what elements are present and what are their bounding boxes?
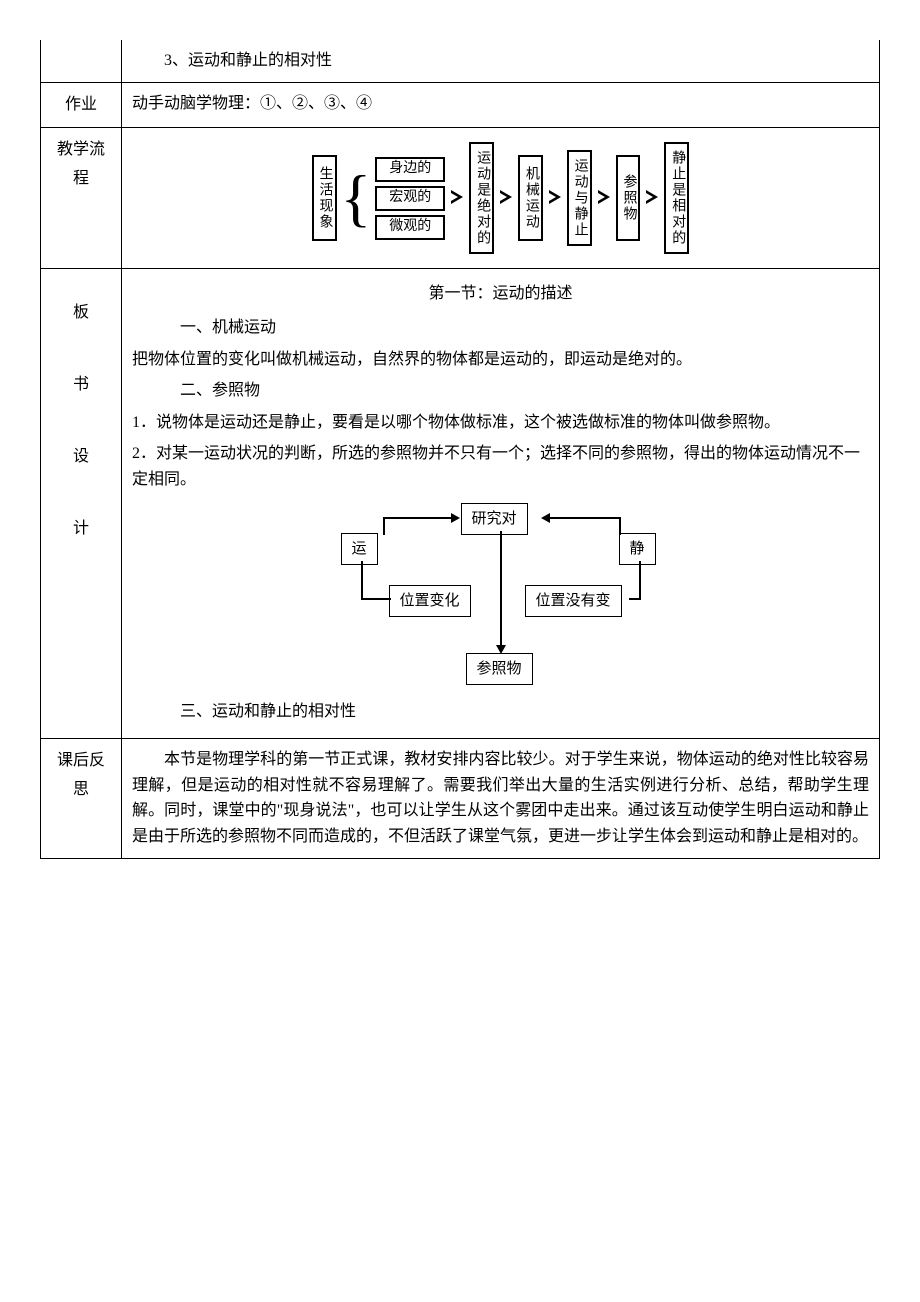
board-cell: 第一节：运动的描述 一、机械运动 把物体位置的变化叫做机械运动，自然界的物体都是… — [122, 269, 880, 739]
flow1-triple: 身边的 宏观的 微观的 — [375, 157, 445, 239]
f2-node-nochange: 位置没有变 — [525, 585, 622, 617]
flow1-node-around: 身边的 — [375, 157, 445, 182]
f2-node-subject: 研究对 — [461, 503, 528, 535]
f2-node-rest: 静 — [619, 533, 656, 565]
board-h3: 三、运动和静止的相对性 — [132, 699, 869, 725]
arrow-right-icon — [547, 184, 563, 213]
flow1-node-mechanical: 机械运动 — [518, 155, 543, 241]
f2-edge — [383, 517, 385, 535]
board-label-cell: 板 书 设 计 — [41, 269, 122, 739]
f2-edge — [361, 561, 363, 599]
board-label-2: 书 — [51, 349, 111, 421]
board-label-3: 设 — [51, 421, 111, 493]
arrow-right-icon — [644, 184, 660, 213]
lesson-plan-table: 3、运动和静止的相对性 作业 动手动脑学物理：①、②、③、④ 教学流程 生活现象… — [40, 40, 880, 859]
reflect-cell: 本节是物理学科的第一节正式课，教材安排内容比较少。对于学生来说，物体运动的绝对性… — [122, 739, 880, 858]
flow1-node-macro: 宏观的 — [375, 186, 445, 211]
reflect-label-cell: 课后反思 — [41, 739, 122, 858]
f2-edge — [549, 517, 621, 519]
homework-label: 作业 — [51, 91, 111, 120]
board-label-4: 计 — [51, 493, 111, 565]
arrow-left-icon — [541, 513, 550, 523]
board-label-1: 板 — [51, 277, 111, 349]
board-h1: 一、机械运动 — [132, 315, 869, 341]
f2-node-motion: 运 — [341, 533, 378, 565]
board-p3: 2．对某一运动状况的判断，所选的参照物并不只有一个；选择不同的参照物，得出的物体… — [132, 441, 869, 492]
reflect-label: 课后反思 — [51, 747, 111, 805]
f2-edge — [629, 598, 641, 600]
flow-cell: 生活现象 { 身边的 宏观的 微观的 运动是绝对的 机械运动 运动与静止 参照物 — [122, 128, 880, 269]
homework-cell: 动手动脑学物理：①、②、③、④ — [122, 82, 880, 128]
f2-edge — [361, 598, 391, 600]
f2-edge — [639, 561, 641, 599]
arrow-right-icon — [451, 513, 460, 523]
arrow-down-icon — [496, 645, 506, 654]
flow-label-cell: 教学流程 — [41, 128, 122, 269]
document-page: 3、运动和静止的相对性 作业 动手动脑学物理：①、②、③、④ 教学流程 生活现象… — [40, 40, 880, 859]
f2-edge — [619, 517, 621, 535]
arrow-right-icon — [449, 184, 465, 213]
arrow-right-icon — [596, 184, 612, 213]
f2-edge — [383, 517, 453, 519]
board-title: 第一节：运动的描述 — [132, 281, 869, 307]
board-p2: 1．说物体是运动还是静止，要看是以哪个物体做标准，这个被选做标准的物体叫做参照物… — [132, 410, 869, 436]
brace-icon: { — [341, 166, 372, 230]
teaching-flowchart: 生活现象 { 身边的 宏观的 微观的 运动是绝对的 机械运动 运动与静止 参照物 — [312, 142, 690, 254]
empty-label-cell — [41, 40, 122, 82]
flow-label: 教学流程 — [51, 136, 111, 194]
flow1-node-absolute: 运动是绝对的 — [469, 142, 494, 254]
flow1-node-reference: 参照物 — [616, 155, 641, 241]
board-h2: 二、参照物 — [132, 378, 869, 404]
board-p1: 把物体位置的变化叫做机械运动，自然界的物体都是运动的，即运动是绝对的。 — [132, 347, 869, 373]
pretext: 3、运动和静止的相对性 — [132, 48, 869, 74]
flow1-node-motion-rest: 运动与静止 — [567, 150, 592, 246]
flow1-node-micro: 微观的 — [375, 215, 445, 240]
f2-edge — [500, 531, 502, 649]
board-diagram: 研究对 运 静 位置变化 位置没有变 参照物 — [271, 503, 731, 693]
reflect-text: 本节是物理学科的第一节正式课，教材安排内容比较少。对于学生来说，物体运动的绝对性… — [132, 747, 869, 849]
homework-label-cell: 作业 — [41, 82, 122, 128]
arrow-right-icon — [498, 184, 514, 213]
f2-node-reference: 参照物 — [466, 653, 533, 685]
f2-node-change: 位置变化 — [389, 585, 471, 617]
pretext-cell: 3、运动和静止的相对性 — [122, 40, 880, 82]
flow1-node-life: 生活现象 — [312, 155, 337, 241]
homework-text: 动手动脑学物理：①、②、③、④ — [132, 95, 372, 112]
flow1-node-relative: 静止是相对的 — [664, 142, 689, 254]
